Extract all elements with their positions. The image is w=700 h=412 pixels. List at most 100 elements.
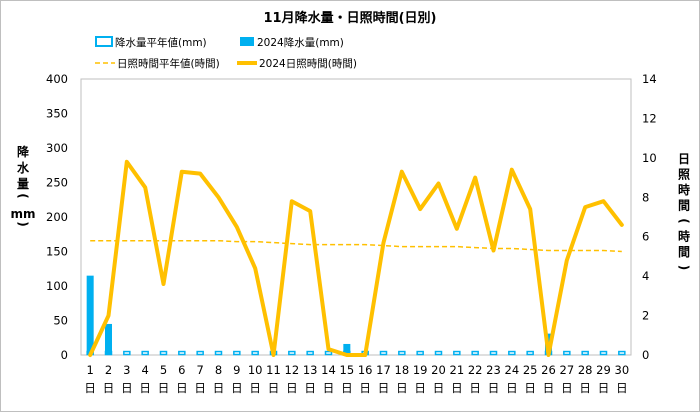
normal-precip-bar xyxy=(324,350,333,356)
right-tick-label: 8 xyxy=(642,190,649,204)
right-axis-label-char: 日 xyxy=(678,152,690,166)
right-axis-label-char: 間 xyxy=(678,199,690,213)
x-tick-label: 7 xyxy=(197,363,204,377)
normal-precip-bar xyxy=(508,350,516,356)
x-tick-suffix: 日 xyxy=(323,381,335,395)
normal-precip-bar xyxy=(563,350,571,356)
x-tick-suffix: 日 xyxy=(433,381,445,395)
x-tick-label: 13 xyxy=(303,363,318,377)
right-axis-label-char: 時 xyxy=(678,229,690,244)
left-axis-label-unit: mm xyxy=(10,207,35,221)
x-tick-label: 14 xyxy=(321,363,336,377)
x-tick-label: 9 xyxy=(233,363,240,377)
x-tick-label: 24 xyxy=(505,363,520,377)
left-tick-label: 250 xyxy=(46,176,68,190)
normal-precip-bar xyxy=(306,350,314,356)
x-tick-suffix: 日 xyxy=(414,381,426,395)
x-tick-label: 5 xyxy=(160,363,167,377)
right-tick-label: 6 xyxy=(642,230,649,244)
x-tick-label: 18 xyxy=(395,363,410,377)
right-tick-label: 10 xyxy=(642,151,657,165)
left-axis-label-char: ) xyxy=(16,221,30,226)
x-tick-suffix: 日 xyxy=(213,381,225,395)
left-tick-label: 350 xyxy=(46,107,68,121)
left-tick-label: 200 xyxy=(46,210,68,224)
left-axis-label-char: 量 xyxy=(17,177,29,191)
left-tick-label: 150 xyxy=(46,245,68,259)
left-tick-label: 300 xyxy=(46,141,68,155)
x-tick-suffix: 日 xyxy=(506,381,518,395)
precip-2024-bar xyxy=(105,323,112,355)
x-tick-suffix: 日 xyxy=(139,381,151,395)
x-tick-suffix: 日 xyxy=(524,381,536,395)
legend-swatch-precip-2024 xyxy=(240,37,254,46)
x-tick-label: 1 xyxy=(87,363,94,377)
normal-precip-bar xyxy=(398,350,406,356)
x-tick-suffix: 日 xyxy=(176,381,188,395)
x-tick-suffix: 日 xyxy=(616,381,628,395)
x-tick-label: 27 xyxy=(560,363,575,377)
normal-precip-bar xyxy=(581,350,589,356)
x-tick-suffix: 日 xyxy=(561,381,573,395)
x-axis: 1日2日3日4日5日6日7日8日9日10日11日12日13日14日15日16日1… xyxy=(84,363,629,395)
sunshine-normal-line xyxy=(90,239,622,253)
precip-2024-bar xyxy=(343,343,351,355)
right-tick-label: 4 xyxy=(642,269,649,283)
left-tick-label: 50 xyxy=(53,314,68,328)
normal-precip-bar xyxy=(196,350,204,356)
right-tick-label: 2 xyxy=(642,309,649,323)
x-tick-suffix: 日 xyxy=(158,381,170,395)
x-tick-label: 10 xyxy=(248,363,263,377)
normal-precip-bar xyxy=(453,350,461,356)
normal-precip-bar xyxy=(416,350,424,356)
x-tick-label: 28 xyxy=(578,363,593,377)
x-tick-suffix: 日 xyxy=(286,381,298,395)
normal-precip-bar xyxy=(599,350,608,356)
x-tick-suffix: 日 xyxy=(451,381,463,395)
normal-precip-bar xyxy=(526,350,534,356)
legend: 降水量平年値(mm) 2024降水量(mm) 日照時間平年値(時間) 2024日照時間… xyxy=(95,36,357,70)
left-axis: 0 50 100 150 200 250 300 350 400 xyxy=(46,72,68,362)
x-tick-suffix: 日 xyxy=(359,381,371,395)
left-axis-label: 降水量 (mm) xyxy=(10,144,35,227)
x-tick-label: 23 xyxy=(486,363,501,377)
legend-label-normal-sunshine: 日照時間平年値(時間) xyxy=(117,57,220,70)
x-tick-suffix: 日 xyxy=(249,381,261,395)
left-axis-label-char: 水 xyxy=(17,160,30,175)
normal-precip-bar xyxy=(214,350,223,356)
x-tick-label: 16 xyxy=(358,363,373,377)
x-tick-suffix: 日 xyxy=(396,381,408,395)
x-tick-suffix: 日 xyxy=(194,381,206,395)
x-tick-label: 26 xyxy=(541,363,556,377)
x-tick-suffix: 日 xyxy=(543,381,555,395)
x-tick-suffix: 日 xyxy=(579,381,591,395)
x-tick-suffix: 日 xyxy=(304,381,316,395)
legend-swatch-normal-precip xyxy=(95,36,113,47)
x-tick-label: 3 xyxy=(123,363,130,377)
x-tick-suffix: 日 xyxy=(341,381,353,395)
normal-precip-bar xyxy=(434,350,443,356)
x-tick-label: 20 xyxy=(431,363,446,377)
precip-2024-bar xyxy=(86,275,94,355)
x-tick-label: 22 xyxy=(468,363,483,377)
x-tick-label: 11 xyxy=(266,363,281,377)
legend-label-precip-2024: 2024降水量(mm) xyxy=(257,36,344,49)
x-tick-label: 15 xyxy=(340,363,355,377)
lines xyxy=(88,159,624,357)
x-tick-label: 30 xyxy=(615,363,630,377)
x-tick-suffix: 日 xyxy=(469,381,481,395)
x-tick-label: 6 xyxy=(178,363,185,377)
legend-label-sunshine-2024: 2024日照時間(時間) xyxy=(259,58,357,70)
normal-precip-bar xyxy=(379,350,388,356)
x-tick-label: 2 xyxy=(105,363,112,377)
normal-precip-bar xyxy=(288,350,296,356)
left-axis-label-char: 降 xyxy=(17,144,30,159)
right-axis-label-char: ) xyxy=(677,265,691,270)
normal-precip-bar xyxy=(123,350,131,356)
x-tick-label: 17 xyxy=(376,363,391,377)
sunshine-2024-line xyxy=(88,159,624,357)
normal-precip-bar xyxy=(251,350,259,356)
